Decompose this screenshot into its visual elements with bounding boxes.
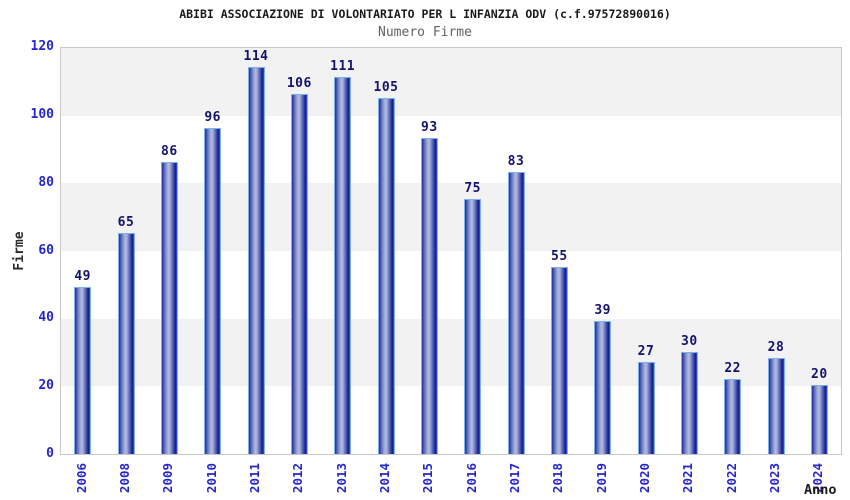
bar-2014 (377, 97, 395, 454)
plot-area: 49 65 86 96 114 106 111 105 93 75 83 55 39 27 30 22 28 20 (60, 47, 842, 455)
bar-value-label: 20 (811, 367, 828, 383)
bar-value-label: 65 (117, 215, 135, 231)
x-tick-label-2013: 2013 (333, 462, 349, 494)
x-tick-label-2017: 2017 (507, 462, 522, 494)
x-tick-label-2022: 2022 (723, 462, 739, 494)
x-tick-label-2010: 2010 (203, 462, 219, 494)
y-tick-label-20: 20 (38, 378, 54, 394)
x-tick-label-2015: 2015 (420, 462, 436, 494)
bar-value-label: 83 (507, 154, 525, 170)
chart-title: ABIBI ASSOCIAZIONE DI VOLONTARIATO PER L… (179, 7, 671, 21)
x-tick-label-2018: 2018 (550, 462, 566, 494)
x-tick-label-2021: 2021 (680, 462, 696, 494)
grid-band (61, 48, 841, 116)
x-tick-label-2023: 2023 (767, 462, 782, 494)
bar-value-label: 96 (204, 110, 221, 126)
bar-value-label: 55 (551, 248, 568, 264)
bar-2024 (810, 385, 828, 454)
grid-band (61, 251, 841, 319)
bar-2023 (767, 358, 785, 454)
bar-2021 (680, 351, 698, 454)
bar-value-label: 27 (637, 343, 655, 359)
bar-2015 (420, 138, 438, 454)
bar-value-label: 28 (767, 340, 785, 356)
bar-value-label: 114 (243, 49, 269, 65)
bar-value-label: 39 (594, 303, 611, 319)
bar-2009 (160, 162, 178, 454)
bar-2022 (724, 378, 742, 454)
grid-band (61, 386, 841, 454)
y-tick-label-100: 100 (30, 106, 54, 122)
bar-2019 (594, 321, 612, 454)
x-tick-label-2011: 2011 (247, 462, 262, 494)
bar-value-label: 106 (286, 76, 312, 92)
grid-band (61, 318, 841, 387)
bar-2011 (247, 67, 265, 454)
bar-value-label: 111 (330, 59, 356, 75)
bar-value-label: 22 (724, 360, 741, 376)
y-tick-label-80: 80 (38, 174, 54, 190)
x-tick-label-2016: 2016 (463, 462, 479, 494)
bar-value-label: 86 (161, 144, 178, 160)
chart-subtitle: Numero Firme (378, 25, 472, 40)
x-tick-label-2012: 2012 (290, 462, 306, 494)
x-tick-label-2006: 2006 (73, 462, 89, 494)
grid-band (61, 183, 841, 251)
bar-2008 (117, 233, 135, 454)
x-tick-label-2019: 2019 (593, 462, 609, 494)
bar-2018 (550, 266, 568, 454)
bar-2010 (204, 128, 222, 454)
grid-band (61, 115, 841, 184)
x-tick-label-2009: 2009 (160, 462, 176, 494)
bar-value-label: 93 (421, 120, 438, 136)
y-tick-label-0: 0 (46, 446, 54, 461)
bar-value-label: 105 (373, 79, 399, 95)
y-axis-title: Firme (12, 231, 27, 271)
bar-value-label: 30 (681, 333, 698, 349)
bar-2013 (334, 77, 352, 454)
bar-2006 (74, 287, 92, 454)
bar-value-label: 49 (74, 269, 91, 285)
bar-value-label: 75 (464, 181, 481, 197)
bar-2017 (507, 172, 525, 454)
y-tick-label-120: 120 (30, 39, 54, 54)
bar-2020 (637, 361, 655, 454)
x-axis-title: Anno (804, 482, 837, 498)
x-tick-label-2008: 2008 (117, 462, 132, 494)
x-tick-label-2014: 2014 (377, 462, 392, 494)
bar-2016 (464, 199, 482, 454)
y-tick-label-40: 40 (38, 310, 54, 326)
y-tick-label-60: 60 (38, 242, 54, 258)
bar-2012 (290, 94, 308, 454)
x-tick-label-2020: 2020 (637, 462, 652, 494)
